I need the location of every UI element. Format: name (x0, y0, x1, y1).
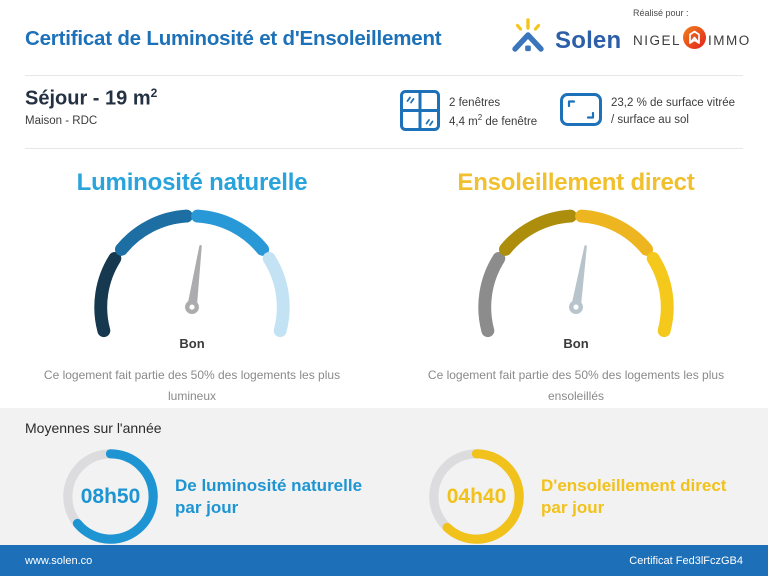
ensoleillement-gauge-chart (478, 209, 674, 338)
average-ensoleillement: 04h40 D'ensoleillement direct par jour (428, 448, 726, 545)
realise-pour-label: Réalisé pour : (633, 8, 689, 18)
header: Certificat de Luminosité et d'Ensoleille… (0, 0, 768, 76)
solen-house-sun-icon (508, 18, 548, 63)
windows-text: 2 fenêtres 4,4 m2 de fenêtre (449, 97, 538, 128)
gauge-ensoleillement: Ensoleillement direct Bon Ce logement fa… (384, 149, 768, 408)
window-icon (400, 90, 440, 136)
ensoleillement-ring: 04h40 (428, 448, 525, 545)
gauge-title-luminosite: Luminosité naturelle (76, 169, 308, 196)
client-name-left: NIGEL (633, 32, 682, 48)
gauge-rating: Bon (563, 335, 589, 351)
gauge-luminosite: Luminosité naturelle Bon Ce logement fai… (0, 149, 384, 408)
luminosite-ring: 08h50 (62, 448, 159, 545)
client-block: Réalisé pour : NIGEL (633, 8, 749, 54)
ensoleillement-hours-value: 04h40 (446, 484, 507, 508)
gauge-title-ensoleillement: Ensoleillement direct (457, 169, 695, 196)
header-divider (25, 75, 743, 76)
gauge-rating: Bon (179, 335, 205, 351)
averages-title: Moyennes sur l'année (25, 420, 162, 436)
client-name-right: IMMO (708, 32, 751, 48)
page-title: Certificat de Luminosité et d'Ensoleille… (25, 27, 442, 50)
surface-icon (560, 93, 602, 131)
solen-logo: Solen (508, 18, 621, 63)
windows-info: 2 fenêtres 4,4 m2 de fenêtre (400, 90, 537, 136)
luminosite-gauge-chart (94, 209, 290, 338)
solen-wordmark: Solen (555, 26, 622, 54)
ensoleillement-ring-chart (429, 449, 524, 544)
ensoleillement-avg-label: D'ensoleillement direct par jour (541, 476, 727, 517)
nigel-immo-logo: NIGEL IMMO (633, 26, 749, 54)
average-luminosite: 08h50 De luminosité naturelle par jour (62, 448, 362, 545)
footer-website: www.solen.co (25, 554, 93, 567)
gauges-section: Luminosité naturelle Bon Ce logement fai… (0, 149, 768, 408)
roombar-divider (25, 148, 743, 149)
glazing-text: 23,2 % de surface vitrée / surface au so… (611, 97, 736, 126)
gauge-description: Ce logement fait partie des 50% des loge… (43, 367, 341, 404)
glazing-info: 23,2 % de surface vitrée / surface au so… (560, 93, 735, 131)
gauge-description: Ce logement fait partie des 50% des loge… (427, 367, 725, 404)
luminosite-hours-value: 08h50 (80, 484, 141, 508)
room-subtitle: Maison - RDC (25, 115, 98, 127)
room-title: Séjour - 19 m2 (25, 86, 158, 110)
room-info-bar: Séjour - 19 m2 Maison - RDC 2 fenêtres 4… (0, 76, 768, 149)
averages-panel: Moyennes sur l'année 08h50 De luminosité… (0, 408, 768, 545)
footer-certificate-id: Certificat Fed3lFczGB4 (629, 554, 743, 567)
nigel-immo-n-icon (683, 26, 707, 54)
luminosite-avg-label: De luminosité naturelle par jour (175, 476, 363, 517)
footer-bar: www.solen.co Certificat Fed3lFczGB4 (0, 545, 768, 576)
luminosite-ring-chart (63, 449, 158, 544)
